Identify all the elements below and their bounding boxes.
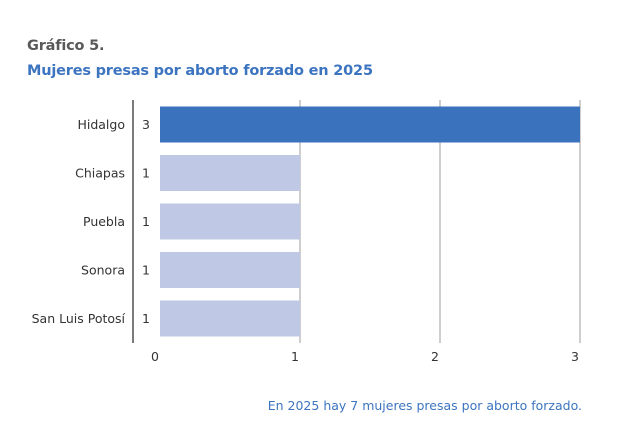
category-label: Puebla <box>83 214 125 229</box>
bar <box>160 300 300 337</box>
bar <box>160 106 580 143</box>
category-label: Hidalgo <box>77 117 125 132</box>
x-tick-label: 3 <box>571 349 579 364</box>
value-label: 1 <box>142 311 150 326</box>
bar <box>160 252 300 288</box>
chart-title: Mujeres presas por aborto forzado en 202… <box>27 63 373 79</box>
value-label: 3 <box>142 117 150 132</box>
bar <box>160 155 300 191</box>
category-label: San Luis Potosí <box>32 311 126 326</box>
x-tick-label: 0 <box>151 349 159 364</box>
value-label: 1 <box>142 166 150 181</box>
value-label: 1 <box>142 263 150 278</box>
category-label: Chiapas <box>75 166 125 181</box>
x-tick-label: 1 <box>291 349 299 364</box>
category-label: Sonora <box>81 263 125 278</box>
chart-note: En 2025 hay 7 mujeres presas por aborto … <box>267 398 582 413</box>
x-tick-label: 2 <box>431 349 439 364</box>
value-label: 1 <box>142 214 150 229</box>
chart-heading: Gráfico 5. <box>27 38 105 54</box>
bar <box>160 203 300 240</box>
